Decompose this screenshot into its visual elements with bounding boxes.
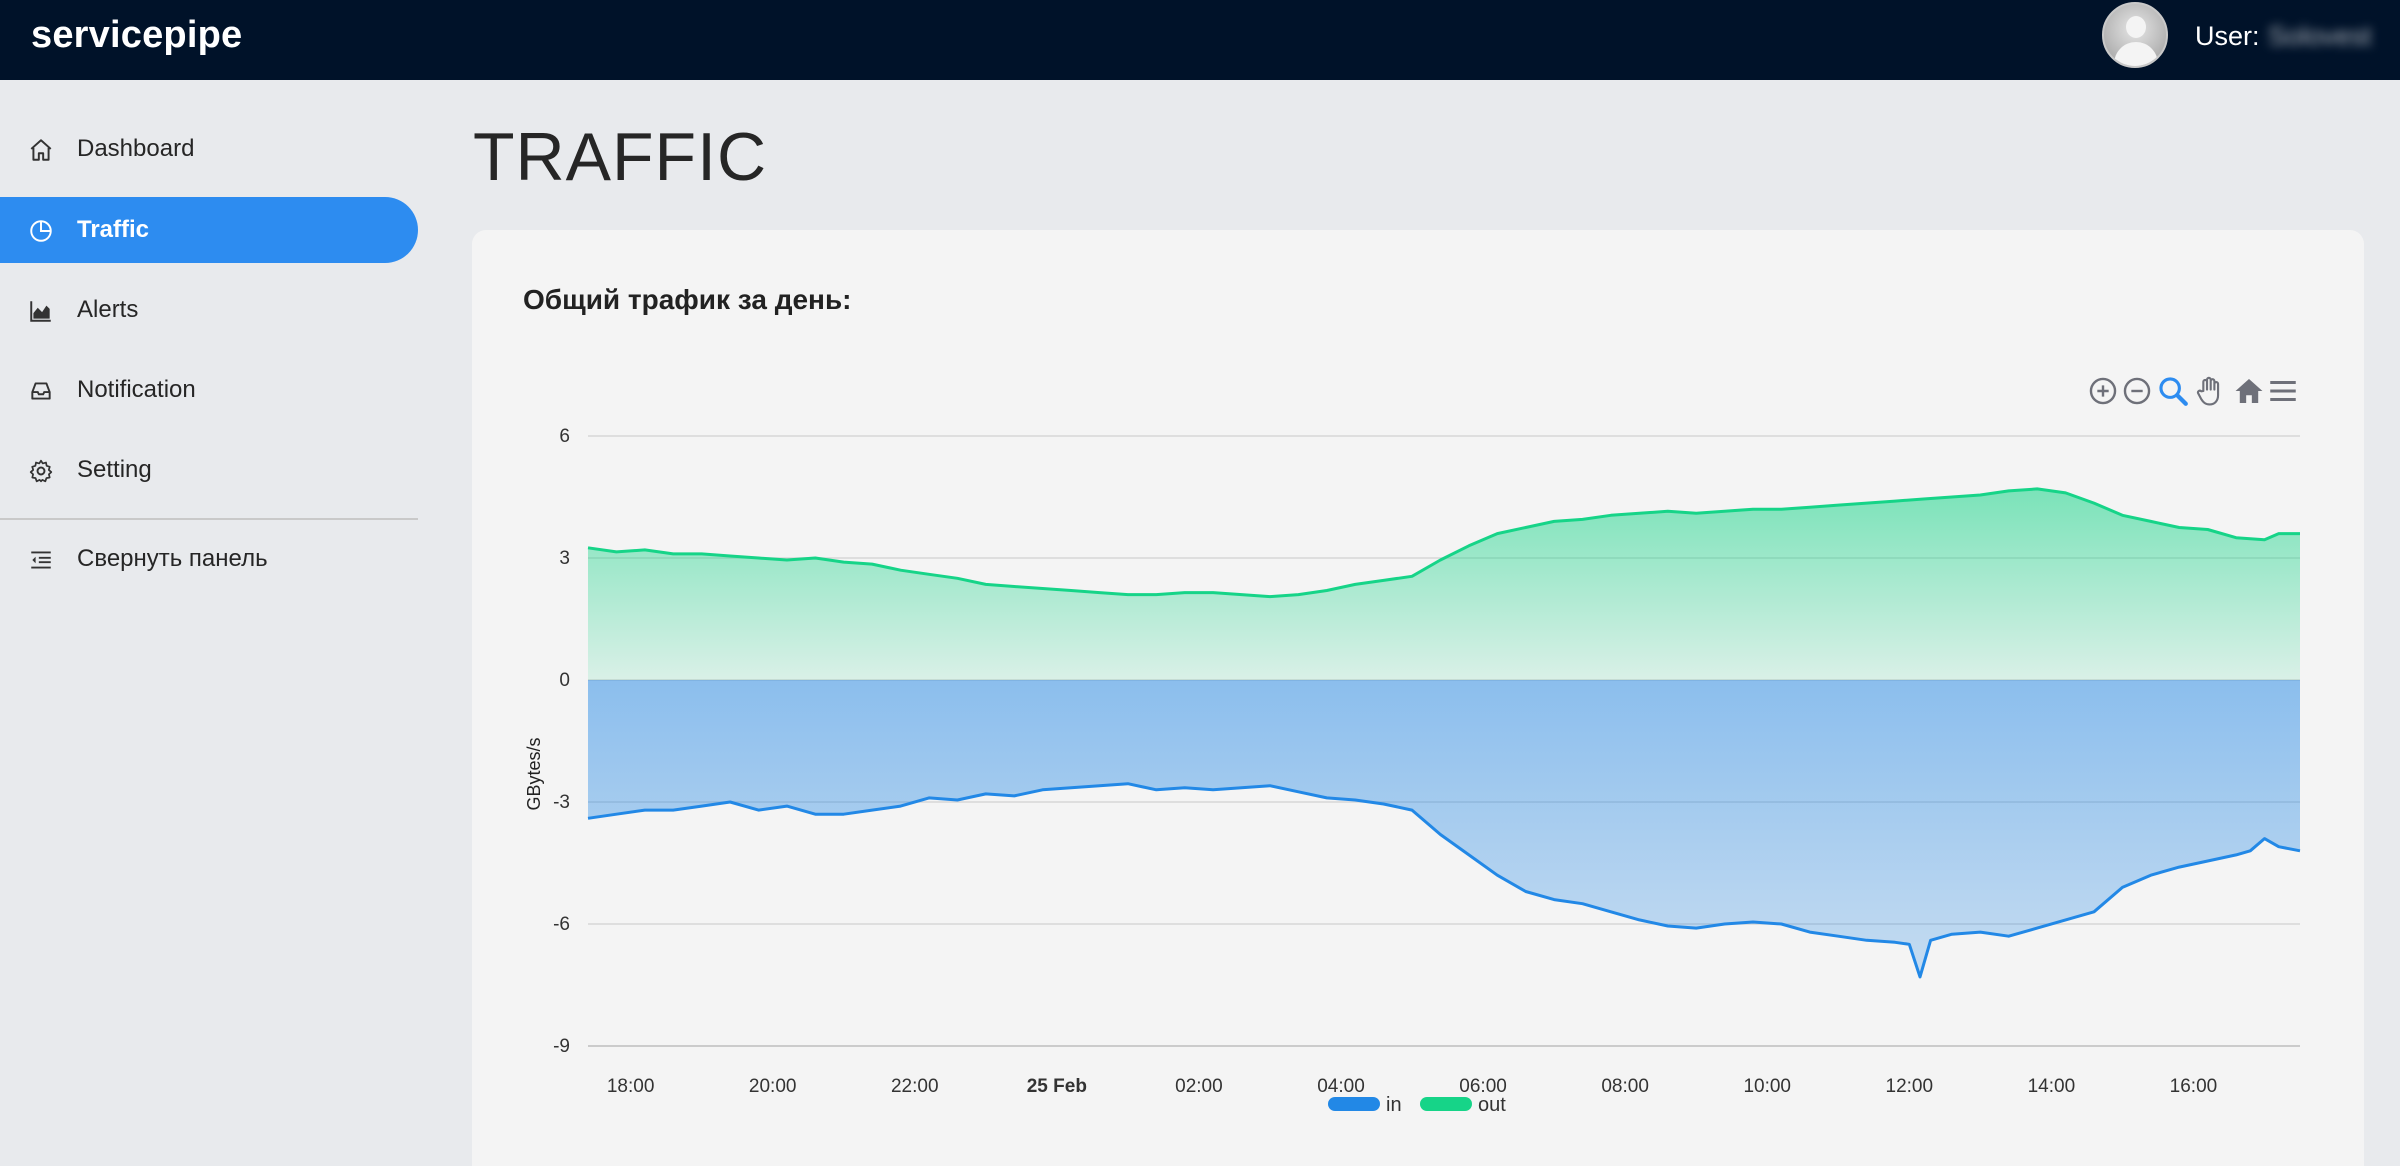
x-tick-label: 20:00 [749, 1076, 797, 1097]
reset-home-icon[interactable] [2232, 374, 2266, 408]
y-tick-label: -9 [553, 1036, 570, 1057]
series-area-in [588, 680, 2300, 977]
x-tick-label: 16:00 [2170, 1076, 2218, 1097]
chart-legend: in out [1328, 1094, 1506, 1116]
y-tick-label: -3 [553, 792, 570, 813]
sidebar-item-dashboard[interactable]: Dashboard [0, 116, 418, 182]
legend-swatch-in[interactable] [1328, 1097, 1380, 1111]
zoom-out-icon[interactable] [2120, 374, 2154, 408]
x-tick-label: 10:00 [1743, 1076, 1791, 1097]
x-tick-label: 02:00 [1175, 1076, 1223, 1097]
sidebar-item-label: Notification [77, 376, 196, 403]
traffic-chart[interactable]: 6 3 0 -3 -6 -9 18:00 20:00 22:00 25 Feb 02:00 04:0… [500, 410, 2320, 1130]
user-name: Solovest [2268, 21, 2372, 51]
zoom-in-icon[interactable] [2086, 374, 2120, 408]
avatar-body [2114, 42, 2158, 66]
sidebar-item-alerts[interactable]: Alerts [0, 277, 418, 343]
pan-hand-icon[interactable] [2192, 374, 2226, 408]
collapse-panel-button[interactable]: Свернуть панель [0, 526, 418, 592]
x-tick-label: 22:00 [891, 1076, 939, 1097]
series-line-in [587, 782, 2301, 979]
chart-areas [588, 488, 2300, 977]
brand-logo[interactable]: servicepipe [31, 14, 243, 56]
x-axis-ticks: 18:00 20:00 22:00 25 Feb 02:00 04:00 06:00 08:0… [607, 1076, 2217, 1097]
x-tick-label: 06:00 [1459, 1076, 1507, 1097]
sidebar-item-label: Traffic [77, 216, 150, 243]
sidebar-item-setting[interactable]: Setting [0, 437, 418, 503]
legend-label-in[interactable]: in [1386, 1094, 1402, 1116]
series-line-out [587, 487, 2300, 599]
y-axis-label: GBytes/s [524, 737, 544, 810]
home-icon [30, 139, 52, 161]
y-tick-label: 0 [559, 670, 570, 691]
sidebar-item-notification[interactable]: Notification [0, 357, 418, 423]
y-axis-ticks: 6 3 0 -3 -6 -9 [553, 426, 570, 1057]
top-bar: servicepipe User: Solovest [0, 0, 2400, 80]
avatar[interactable] [2102, 2, 2168, 68]
series-area-out [588, 488, 2300, 680]
zoom-selection-icon[interactable] [2156, 374, 2190, 408]
gear-icon [29, 459, 53, 483]
x-tick-label: 18:00 [607, 1076, 655, 1097]
legend-label-out[interactable]: out [1478, 1094, 1506, 1116]
sidebar-item-label: Alerts [77, 296, 139, 323]
page-title: TRAFFIC [473, 119, 768, 195]
sidebar-divider [0, 518, 418, 520]
y-tick-label: 3 [559, 548, 570, 569]
sidebar: Dashboard Traffic Alerts Notification Se… [0, 80, 420, 1166]
x-tick-label: 04:00 [1317, 1076, 1365, 1097]
x-tick-label: 08:00 [1601, 1076, 1649, 1097]
legend-swatch-out[interactable] [1420, 1097, 1472, 1111]
y-tick-label: -6 [553, 914, 570, 935]
user-label: User: [2195, 21, 2260, 51]
x-tick-label: 14:00 [2028, 1076, 2076, 1097]
inbox-icon [31, 382, 51, 400]
x-tick-label: 25 Feb [1027, 1076, 1087, 1097]
collapse-menu-icon [31, 551, 51, 569]
card-title: Общий трафик за день: [523, 284, 852, 315]
area-chart-icon [30, 301, 51, 322]
avatar-head [2126, 16, 2146, 38]
chart-lines [587, 487, 2301, 979]
sidebar-item-label: Dashboard [77, 135, 195, 162]
collapse-panel-label: Свернуть панель [77, 545, 268, 572]
sidebar-item-label: Setting [77, 456, 152, 483]
sidebar-item-traffic[interactable]: Traffic [0, 197, 418, 263]
menu-icon[interactable] [2266, 374, 2300, 408]
y-tick-label: 6 [559, 426, 570, 447]
x-tick-label: 12:00 [1886, 1076, 1934, 1097]
pie-chart-icon [30, 220, 52, 242]
